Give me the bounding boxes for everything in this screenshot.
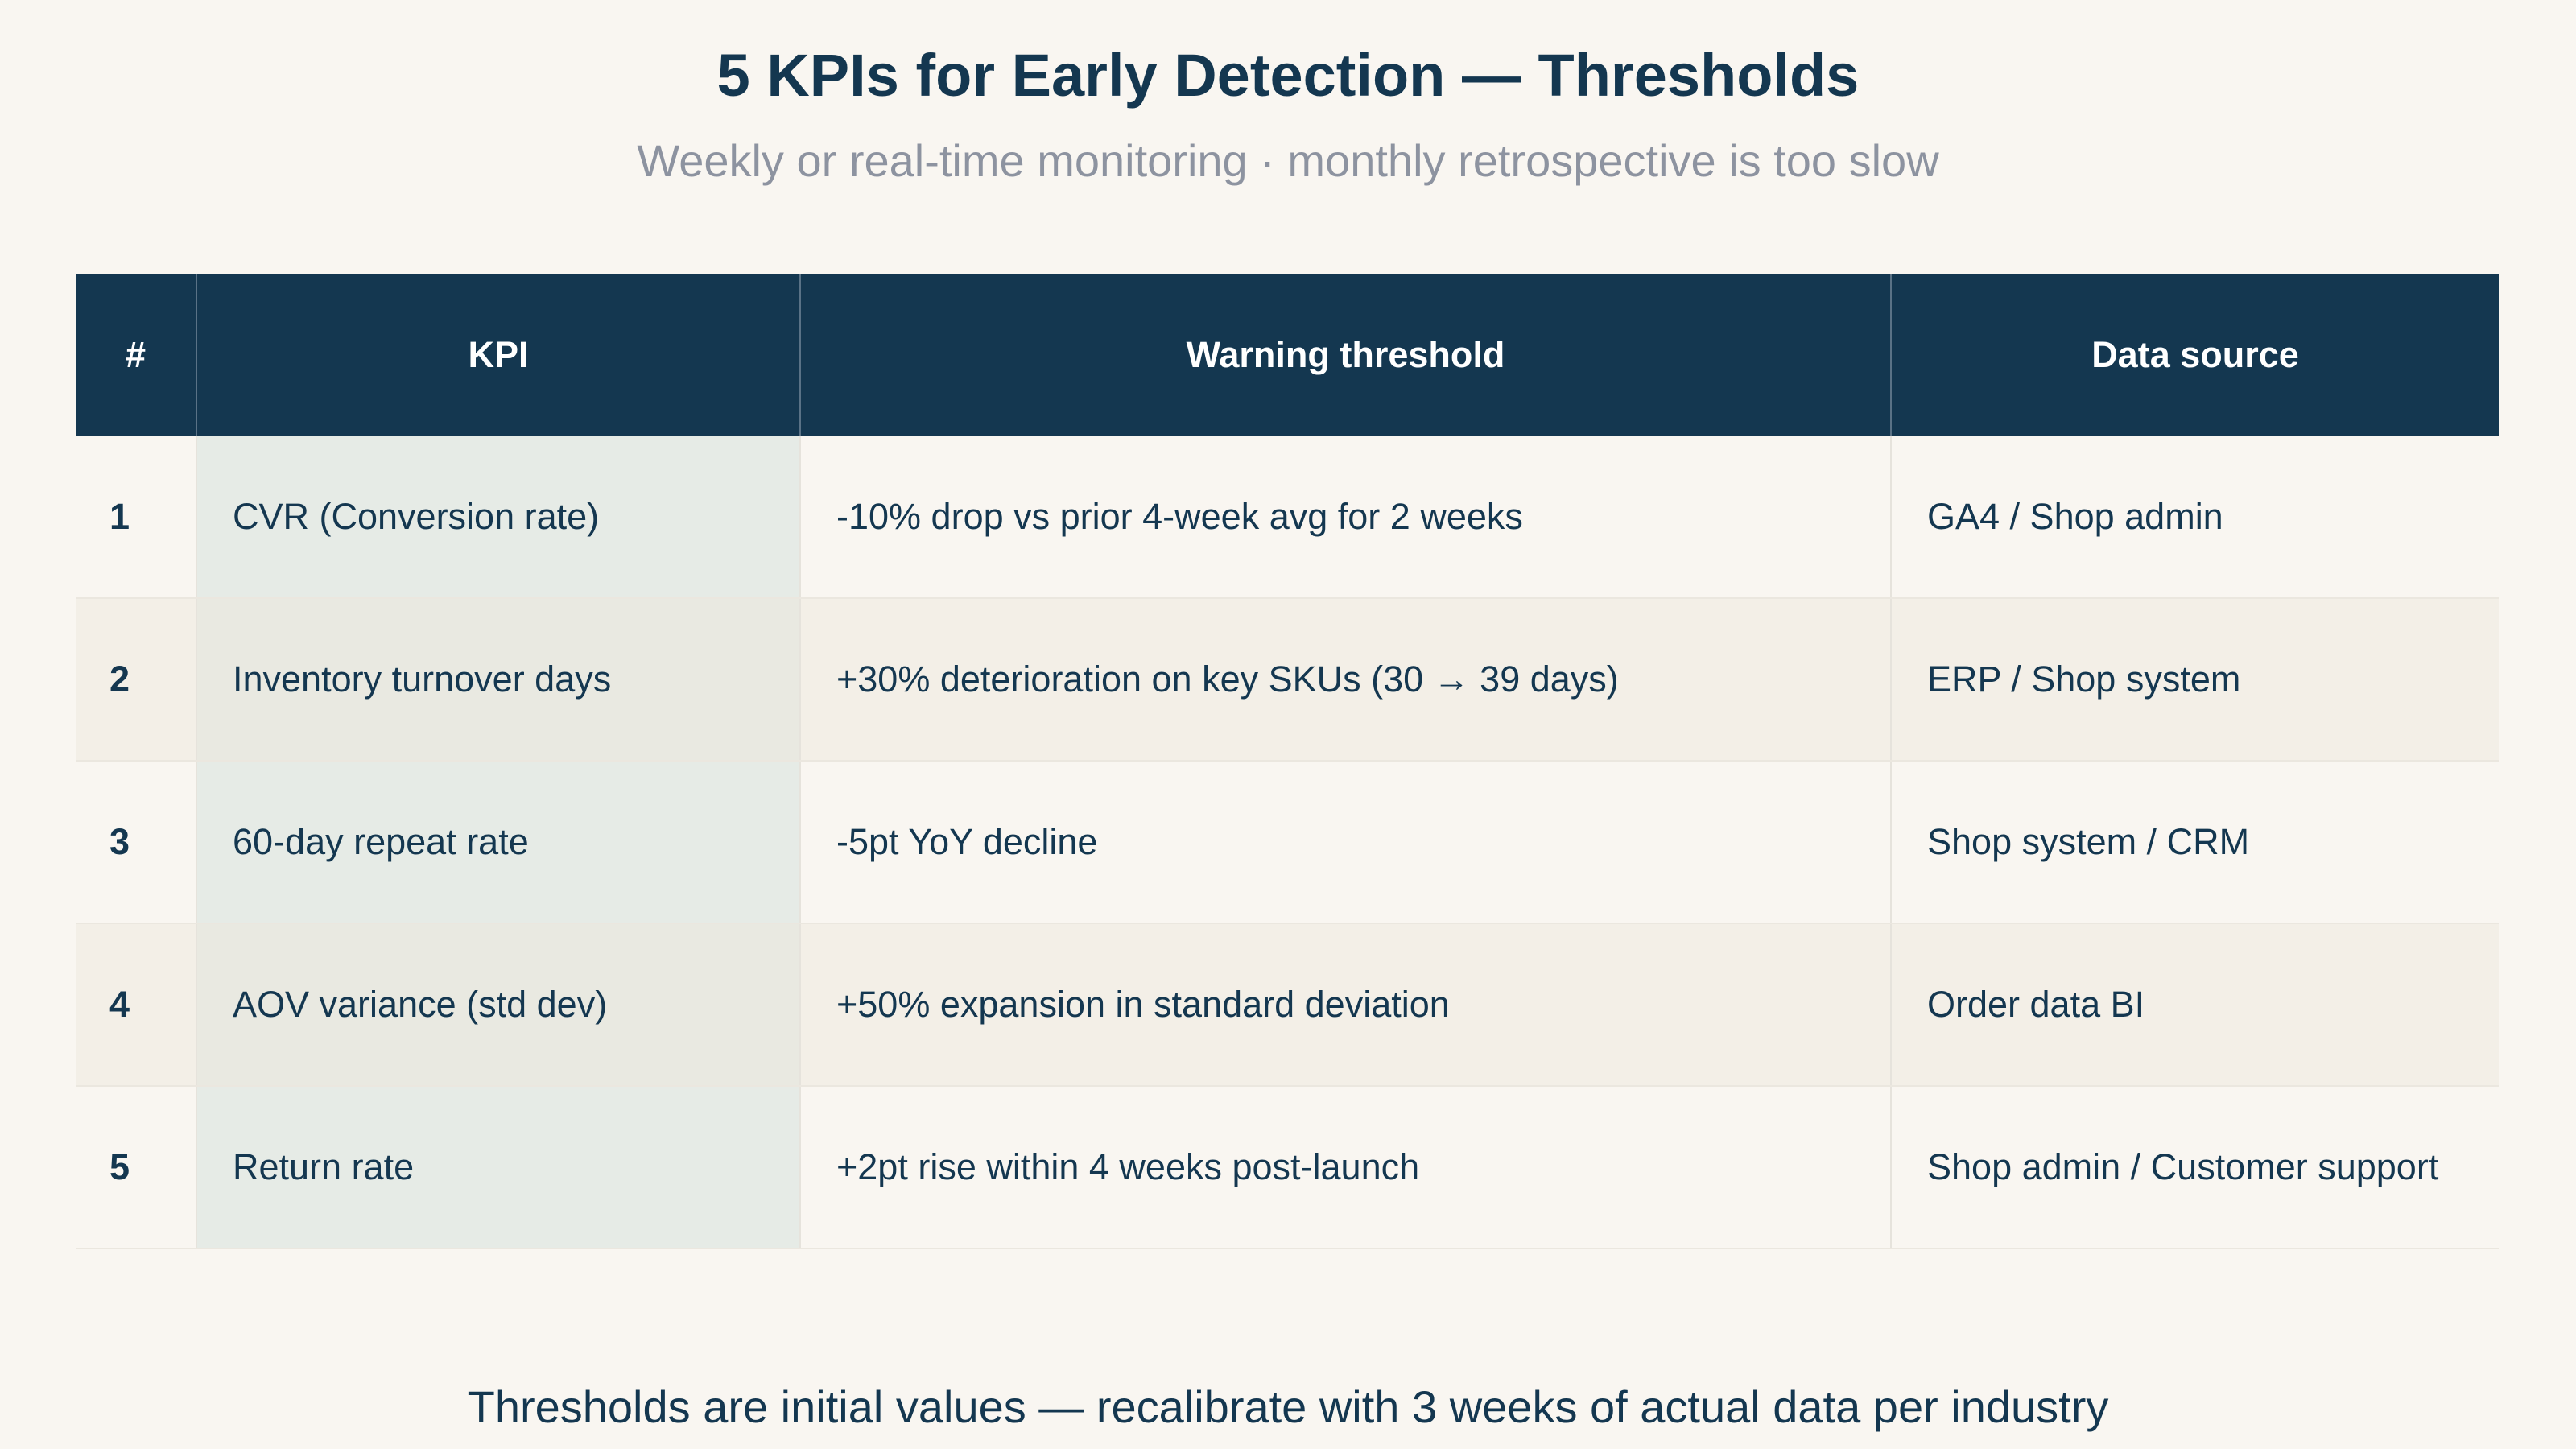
row-number: 3 <box>76 761 196 924</box>
warning-threshold: +2pt rise within 4 weeks post-launch <box>799 1086 1891 1249</box>
footnote: Thresholds are initial values — recalibr… <box>467 1381 2109 1432</box>
warning-threshold: +50% expansion in standard deviation <box>799 923 1891 1087</box>
warning-threshold: +30% deterioration on key SKUs (30 → 39 … <box>799 598 1891 762</box>
data-source: Order data BI <box>1890 923 2499 1087</box>
table-header-row: # KPI Warning threshold Data source <box>76 274 2499 436</box>
data-source: Shop system / CRM <box>1890 761 2499 924</box>
data-source: ERP / Shop system <box>1890 598 2499 762</box>
row-number: 5 <box>76 1086 196 1249</box>
page-subtitle: Weekly or real-time monitoring · monthly… <box>637 135 1939 186</box>
header-data-source: Data source <box>1890 274 2499 436</box>
header-warning-threshold: Warning threshold <box>799 274 1891 436</box>
kpi-name: Inventory turnover days <box>196 598 800 762</box>
row-number: 1 <box>76 436 196 599</box>
table-row: 3 60-day repeat rate -5pt YoY decline Sh… <box>76 761 2499 924</box>
kpi-name: Return rate <box>196 1086 800 1249</box>
page-title: 5 KPIs for Early Detection — Thresholds <box>716 42 1860 109</box>
table-row: 1 CVR (Conversion rate) -10% drop vs pri… <box>76 436 2499 599</box>
table-row: 2 Inventory turnover days +30% deteriora… <box>76 598 2499 762</box>
kpi-name: 60-day repeat rate <box>196 761 800 924</box>
header-kpi: KPI <box>196 274 800 436</box>
table-row: 4 AOV variance (std dev) +50% expansion … <box>76 923 2499 1087</box>
kpi-name: CVR (Conversion rate) <box>196 436 800 599</box>
row-number: 4 <box>76 923 196 1087</box>
kpi-threshold-table: # KPI Warning threshold Data source 1 CV… <box>76 274 2499 1249</box>
data-source: Shop admin / Customer support <box>1890 1086 2499 1249</box>
data-source: GA4 / Shop admin <box>1890 436 2499 599</box>
warning-threshold: -10% drop vs prior 4-week avg for 2 week… <box>799 436 1891 599</box>
table-row: 5 Return rate +2pt rise within 4 weeks p… <box>76 1086 2499 1249</box>
kpi-name: AOV variance (std dev) <box>196 923 800 1087</box>
warning-threshold: -5pt YoY decline <box>799 761 1891 924</box>
header-number: # <box>76 274 196 436</box>
row-number: 2 <box>76 598 196 762</box>
